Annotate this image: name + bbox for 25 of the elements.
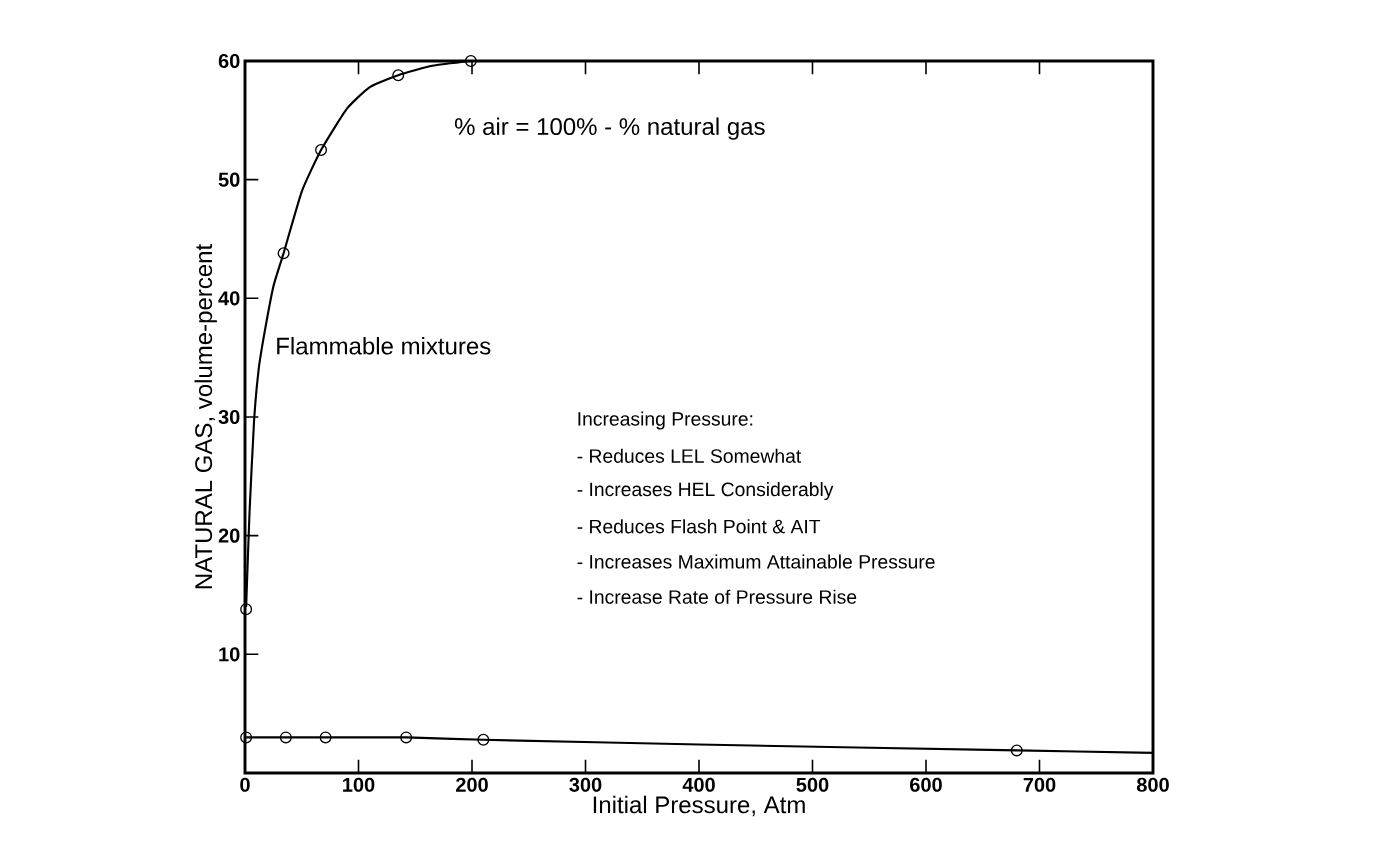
- x-tick-label: 100: [343, 777, 375, 792]
- annotation: Increasing Pressure:: [578, 411, 753, 430]
- annotation: % air = 100% - % natural gas: [454, 117, 765, 140]
- annotation: - Increase Rate of Pressure Rise: [577, 589, 857, 604]
- annotation: Flammable mixtures: [277, 336, 491, 355]
- annotation: - Reduces LEL Somewhat: [577, 448, 802, 463]
- x-tick-label: 300: [569, 777, 602, 792]
- x-tick-label: 200: [456, 777, 488, 792]
- x-tick-label: 800: [1136, 777, 1169, 792]
- y-axis-title: NATURAL GAS, volume-percent: [194, 244, 217, 589]
- annotation: - Increases Maximum Attainable Pressure: [577, 554, 935, 569]
- annotation: - Increases HEL Considerably: [577, 482, 834, 501]
- y-tick-label: 40: [218, 291, 240, 306]
- x-tick-label: 500: [796, 777, 829, 792]
- y-tick-label: 60: [218, 53, 240, 69]
- y-tick-label: 10: [219, 647, 240, 662]
- annotation: - Reduces Flash Point & AIT: [577, 519, 821, 534]
- x-axis-title: Initial Pressure, Atm: [593, 795, 805, 817]
- x-tick-label: 0: [240, 777, 250, 792]
- y-tick-label: 30: [218, 409, 240, 425]
- x-tick-label: 400: [682, 777, 715, 792]
- y-tick-label: 50: [218, 172, 240, 187]
- x-tick-label: 700: [1023, 777, 1056, 792]
- x-tick-label: 600: [910, 777, 942, 792]
- y-tick-label: 20: [218, 528, 240, 543]
